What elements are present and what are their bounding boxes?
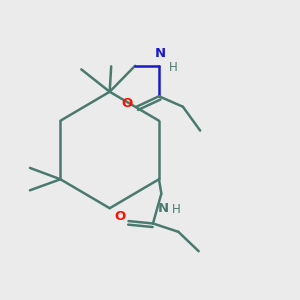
- Text: O: O: [122, 97, 133, 110]
- Text: O: O: [114, 210, 125, 224]
- Text: N: N: [155, 47, 166, 60]
- Text: H: H: [172, 203, 181, 216]
- Text: N: N: [158, 202, 169, 215]
- Text: H: H: [169, 61, 178, 74]
